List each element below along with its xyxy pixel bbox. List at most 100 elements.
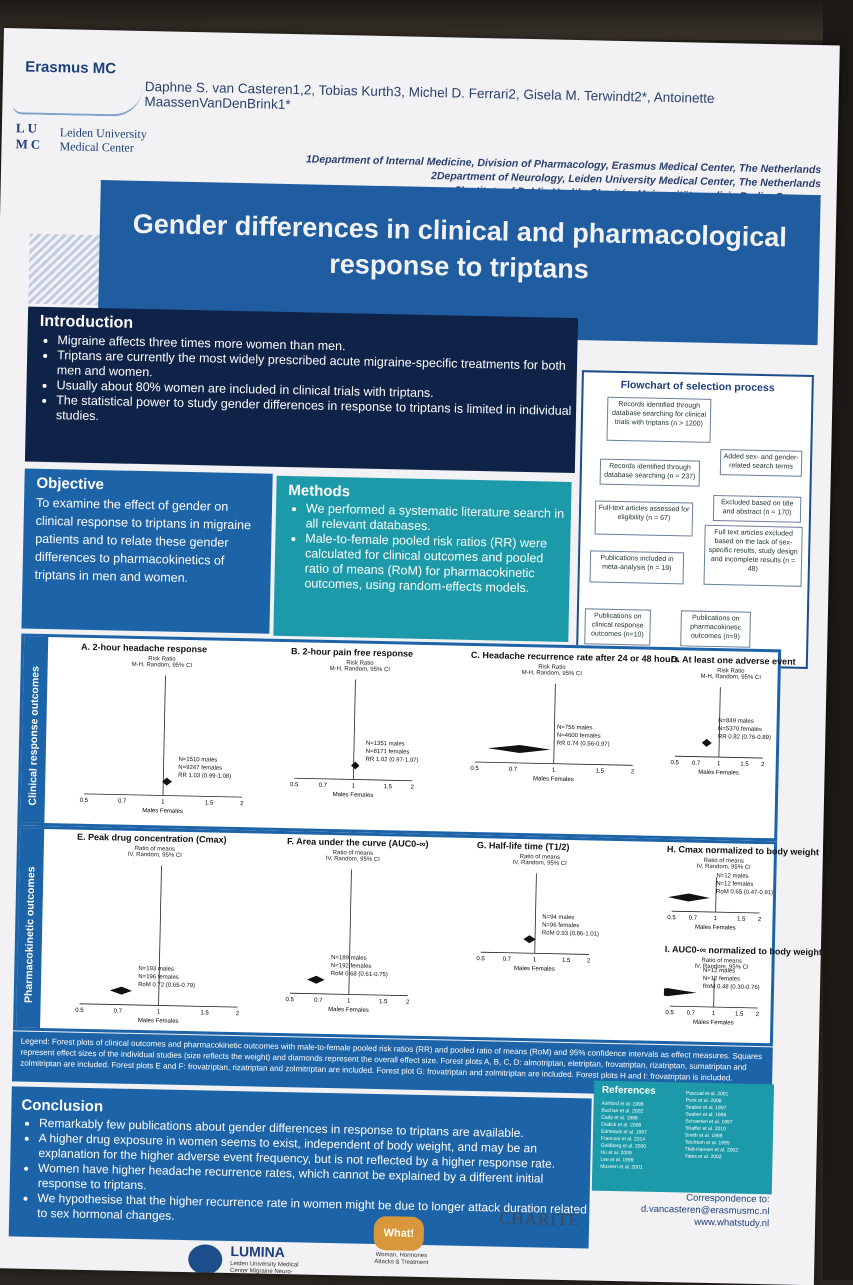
pooled-effect-diamond [663,988,697,997]
plot-tick-label: 1.5 [740,762,749,768]
what-logo-subtitle: Woman, Hormones Attacks & Treatment [374,1252,429,1267]
plot-axis-label: Males Females [698,770,739,777]
poster-title: Gender differences in clinical and pharm… [132,208,788,285]
plot-subtitle: Risk Ratio M-H, Random, 95% CI [131,656,193,670]
pooled-effect-diamond [109,986,132,995]
references-section: References Ashford et al. 1998 Buchan et… [591,1080,775,1195]
plot-null-line [162,675,166,796]
charite-logo: CHARITÉ [498,1208,581,1230]
erasmus-logo-swoosh [12,84,143,117]
flowchart: Flowchart of selection process Records i… [575,370,814,669]
plot-subtitle: Risk Ratio M-H, Random, 95% CI [700,668,761,681]
plot-axis-label: Males Females [328,1007,369,1014]
pooled-effect-diamond [701,738,712,747]
plot-tick-label: 2 [761,762,765,768]
objective-heading: Objective [36,474,105,494]
plot-tick-label: 1.5 [562,958,571,964]
plot-null-line [553,683,556,764]
objective-text: To examine the effect of gender on clini… [34,495,252,585]
plot-tick-label: 0.5 [671,760,680,766]
plot-null-line [715,877,717,913]
plot-stats: N=94 males N=96 females RoM 0.93 (0.86-1… [541,914,600,938]
poster: Erasmus MC LU MC Leiden University Medic… [0,28,840,1285]
pk-side-label: Pharmacokinetic outcomes [16,828,45,1028]
lumina-logo-subtitle: Leiden University Medical Center Migrain… [229,1261,299,1276]
plot-tick-label: 0.5 [80,798,89,804]
correspondence: Correspondence to: d.vancasteren@erasmus… [640,1192,770,1230]
plot-tick-label: 2 [631,769,635,775]
plot-axis-label: Males Females [142,808,183,815]
plot-tick-label: 0.7 [689,916,698,922]
lumc-logo: LU MC [15,120,44,152]
plot-tick-label: 0.5 [290,782,299,788]
plot-tick-label: 0.5 [476,956,485,962]
plot-tick-label: 0.7 [503,957,512,963]
references-column: Ashford et al. 1998 Buchan et al. 2002 C… [600,1100,647,1171]
forest-plot-svg: 0.5 0.7 1 1.5 2 Males Females [663,977,760,1027]
plot-tick-label: 2 [240,801,244,807]
plot-tick-label: 2 [587,958,591,964]
plot-tick-label: 2 [236,1011,240,1017]
flow-box: Records identified through database sear… [599,458,701,487]
plot-tick-label: 0.7 [314,998,323,1004]
plot-tick-label: 1.5 [379,999,388,1005]
forest-plot-svg: 0.5 0.7 1 1.5 2 Males Females [476,873,591,973]
forest-plot-svg: 0.5 0.7 1 1.5 2 Males Females [290,679,415,799]
plot-tick-label: 2 [410,785,414,791]
plot-null-line [348,869,352,995]
plot-null-line [158,865,162,1006]
plot-tick-label: 0.7 [509,767,518,773]
plot-null-line [718,687,721,758]
plot-tick-label: 1 [347,998,351,1004]
plot-tick-label: 1 [157,1009,161,1015]
plot-title: G. Half-life time (T1/2) [476,840,570,853]
objective-section: Objective To examine the effect of gende… [21,468,273,634]
plot-stats: N=1510 males N=9247 females RR 1.03 (0.9… [178,756,232,780]
plot-tick-label: 1 [714,916,718,922]
plot-stats: N=1351 males N=8171 females RR 1.02 (0.9… [365,740,419,764]
plot-stats: N=12 males N=12 females RoM 0.48 (0.30-0… [702,967,760,992]
pooled-effect-diamond [162,777,173,786]
pooled-effect-diamond [523,935,536,944]
flow-box: Records identified through database sear… [606,396,712,443]
plot-tick-label: 0.5 [75,1008,84,1014]
what-logo: What! [373,1216,425,1252]
introduction-section: Introduction Migraine affects three time… [24,306,579,474]
forest-plot-svg: 0.5 0.7 1 1.5 2 Males Females [667,877,762,932]
plot-stats: N=193 males N=196 females RoM 0.72 (0.65… [138,966,196,990]
plot-axis-label: Males Females [333,792,374,799]
references-column: Pascual et al. 2001 Peck et al. 2006 Sea… [684,1090,739,1161]
pooled-effect-diamond [487,744,551,753]
flow-box: Publications on clinical response outcom… [584,608,651,646]
pooled-effect-diamond [307,975,325,984]
plot-subtitle: Risk Ratio M-H, Random, 95% CI [521,664,583,678]
flow-box: Added sex- and gender-related search ter… [719,449,803,477]
plot-tick-label: 1 [717,761,721,767]
plot-axis-label: Males Females [138,1018,179,1025]
plot-stats: N=12 males N=12 females RoM 0.65 (0.47-0… [715,873,774,897]
plot-tick-label: 2 [406,1000,410,1006]
plot-tick-label: 1 [351,783,355,789]
plot-axis-label: Males Females [693,1020,734,1027]
plot-null-line [534,873,537,954]
plot-stats: N=189 males N=192 females RoM 0.68 (0.61… [330,955,388,979]
clinical-label: Clinical response outcomes [26,665,42,806]
authors: Daphne S. van Casteren1,2, Tobias Kurth3… [144,78,715,113]
forest-plot-svg: 0.5 0.7 1 1.5 2 Males Females [671,687,765,777]
plot-tick-label: 2 [758,917,762,923]
flow-box: Full-text articles assessed for eligibil… [594,500,694,537]
plot-subtitle: Ratio of means IV, Random, 95% CI [696,857,751,871]
plot-tick-label: 2 [756,1012,760,1018]
flowchart-heading: Flowchart of selection process [620,378,775,395]
plot-tick-label: 1 [712,1011,716,1017]
plot-subtitle: Ratio of means IV, Random, 95% CI [325,850,380,864]
pk-label: Pharmacokinetic outcomes [22,865,38,1003]
flow-box: Publications included in meta-analysis (… [589,550,685,585]
lumc-name: Leiden University Medical Center [59,125,147,155]
plot-tick-label: 0.5 [665,1010,674,1016]
plot-tick-label: 1.5 [205,800,214,806]
plot-null-line [713,977,715,1008]
plot-tick-label: 0.7 [118,799,127,805]
plot-tick-label: 0.5 [285,997,294,1003]
flow-box: Publications on pharmacokinetic outcomes… [680,610,751,648]
